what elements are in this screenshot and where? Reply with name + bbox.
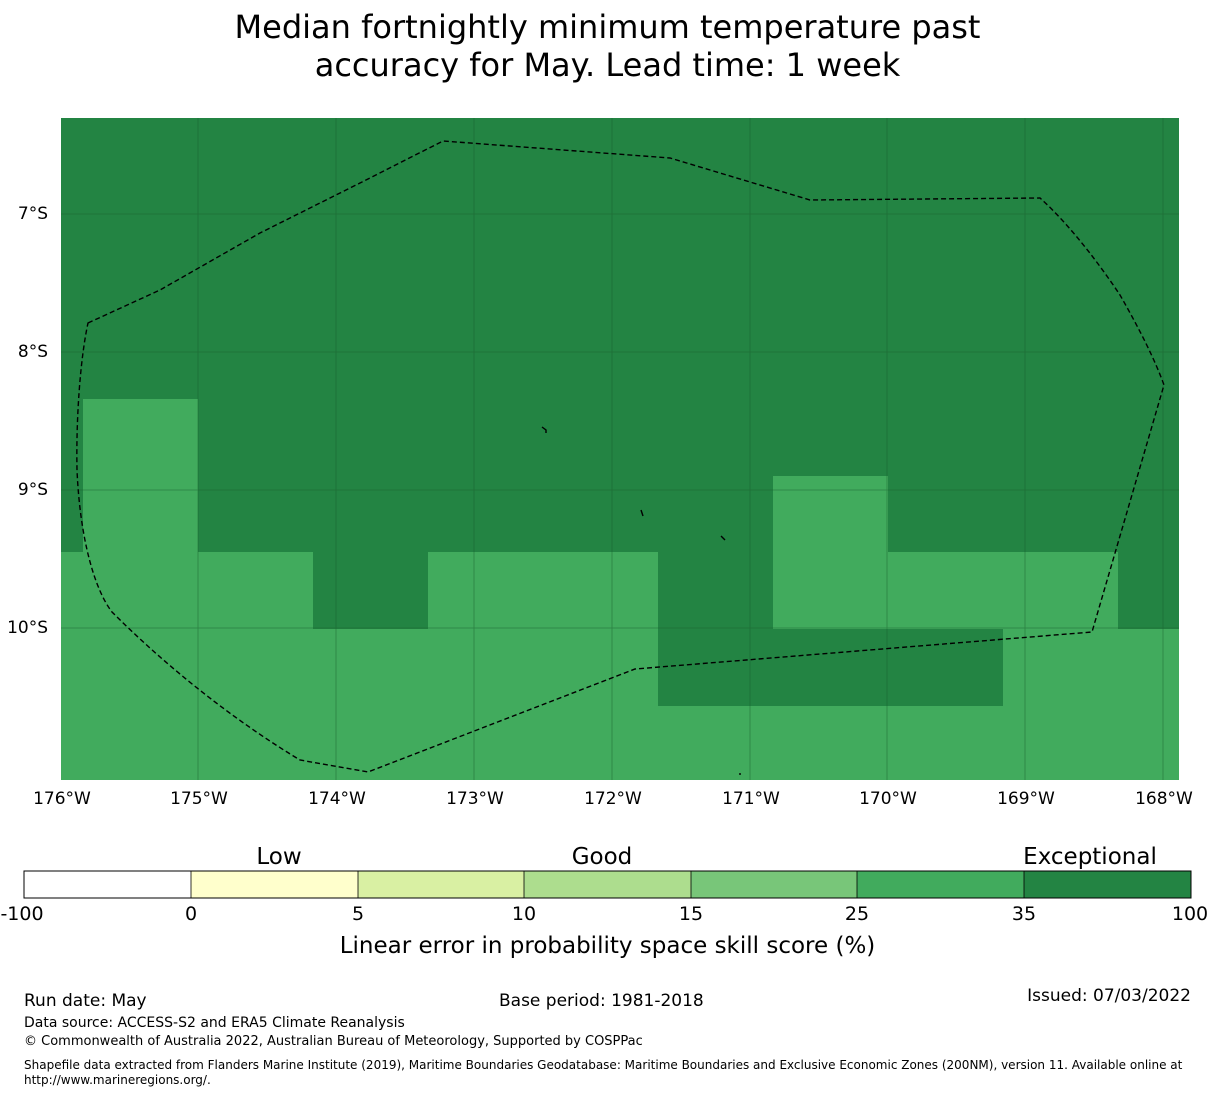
- colorbar-outline: [23, 870, 1192, 899]
- colorbar-category-low: Low: [256, 844, 302, 870]
- lon-label-172w: 172°W: [584, 789, 642, 809]
- island-fakaofo: [720, 535, 726, 541]
- colorbar-bin-neg100-0: [24, 871, 191, 898]
- colorbar-bin-35-100: [1024, 871, 1191, 898]
- lon-label-171w: 171°W: [722, 789, 780, 809]
- skill-cell: [1118, 552, 1179, 629]
- skill-cell: [61, 399, 83, 552]
- colorbar-tick-5: 5: [351, 903, 365, 925]
- eez-boundary: [76, 140, 1165, 773]
- skill-cell: [198, 399, 1179, 476]
- lon-label-170w: 170°W: [859, 789, 917, 809]
- lon-label-168w: 168°W: [1135, 789, 1193, 809]
- graticule: [61, 118, 1179, 780]
- colorbar-bin-25-35: [857, 871, 1024, 898]
- lon-label-169w: 169°W: [997, 789, 1055, 809]
- copyright: © Commonwealth of Australia 2022, Austra…: [24, 1034, 643, 1049]
- skill-cell: [198, 476, 773, 552]
- map-title-line-2: accuracy for May. Lead time: 1 week: [314, 46, 901, 84]
- islands: [541, 426, 741, 775]
- lat-label-10s: 10°S: [7, 618, 48, 638]
- colorbar-category-exceptional: Exceptional: [1023, 844, 1157, 870]
- colorbar-tick-10: 10: [511, 903, 537, 925]
- colorbar-tick-15: 15: [678, 903, 704, 925]
- colorbar-tick-0: 0: [184, 903, 198, 925]
- island-nukunonu: [640, 509, 644, 517]
- colorbar-tick-neg100: -100: [0, 903, 44, 925]
- colorbar-bin-10-15: [524, 871, 691, 898]
- island-atafu: [541, 426, 547, 433]
- shapefile-credit-line-2: http://www.marineregions.org/.: [24, 1073, 211, 1087]
- colorbar-label: Linear error in probability space skill …: [339, 933, 876, 959]
- colorbar: [23, 870, 1192, 899]
- skill-cell: [658, 552, 773, 629]
- lon-label-173w: 173°W: [446, 789, 504, 809]
- skill-cell: [61, 118, 1179, 399]
- colorbar-bin-5-10: [358, 871, 524, 898]
- base-period: Base period: 1981-2018: [499, 991, 704, 1011]
- lat-label-8s: 8°S: [17, 342, 48, 362]
- lat-label-7s: 7°S: [17, 204, 48, 224]
- shapefile-credit-line-1: Shapefile data extracted from Flanders M…: [24, 1058, 1183, 1072]
- data-source: Data source: ACCESS-S2 and ERA5 Climate …: [24, 1015, 405, 1031]
- issued-date: Issued: 07/03/2022: [1027, 986, 1191, 1006]
- run-date: Run date: May: [24, 991, 147, 1011]
- lon-label-176w: 176°W: [33, 789, 91, 809]
- lat-label-9s: 9°S: [17, 480, 48, 500]
- colorbar-bin-0-5: [191, 871, 358, 898]
- lon-label-174w: 174°W: [308, 789, 366, 809]
- colorbar-tick-25: 25: [844, 903, 870, 925]
- colorbar-category-good: Good: [571, 844, 633, 870]
- colorbar-bin-15-25: [691, 871, 857, 898]
- colorbar-dividers: [190, 871, 1025, 898]
- colorbar-tick-100: 100: [1171, 903, 1209, 925]
- map-title-line-1: Median fortnightly minimum temperature p…: [234, 8, 981, 46]
- colorbar-tick-35: 35: [1011, 903, 1037, 925]
- skill-cell: [888, 476, 1179, 552]
- skill-cell: [658, 629, 1003, 706]
- skill-cell: [313, 552, 428, 629]
- lon-label-175w: 175°W: [170, 789, 228, 809]
